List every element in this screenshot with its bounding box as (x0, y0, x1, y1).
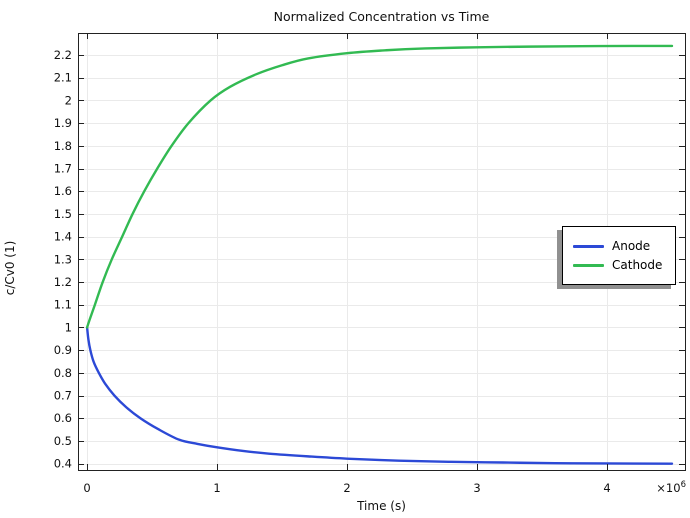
svg-text:1.7: 1.7 (54, 162, 72, 176)
svg-text:1.9: 1.9 (54, 116, 72, 130)
grid (78, 33, 685, 470)
svg-text:0.6: 0.6 (54, 411, 72, 425)
svg-text:4: 4 (603, 481, 610, 495)
axis-frame (78, 33, 686, 471)
series-cathode (85, 44, 674, 329)
svg-text:0.9: 0.9 (54, 343, 72, 357)
legend-label-anode: Anode (612, 239, 651, 253)
svg-text:1.6: 1.6 (54, 184, 72, 198)
svg-text:1.2: 1.2 (54, 275, 72, 289)
legend-item-anode: Anode (573, 240, 675, 252)
y-tick-labels: 2.2 2.1 2 1.9 1.8 1.7 1.6 1.5 1.4 1.3 1.2 1.1 1 0.9 0.… (54, 48, 72, 471)
svg-text:0: 0 (83, 481, 90, 495)
svg-text:0.8: 0.8 (54, 366, 72, 380)
svg-text:2: 2 (343, 481, 350, 495)
svg-text:1.5: 1.5 (54, 207, 72, 221)
svg-text:0.4: 0.4 (54, 457, 72, 471)
svg-text:2.1: 2.1 (54, 71, 72, 85)
tick-marks (78, 33, 685, 470)
x-axis-label: Time (s) (356, 499, 406, 513)
svg-text:1: 1 (213, 481, 220, 495)
y-axis-label: c/Cv0 (1) (3, 241, 17, 296)
svg-text:1.8: 1.8 (54, 139, 72, 153)
legend-label-cathode: Cathode (612, 258, 663, 272)
svg-text:3: 3 (473, 481, 480, 495)
cathode-line-swatch (573, 263, 604, 267)
svg-text:2.2: 2.2 (54, 48, 72, 62)
x-tick-labels: 0 1 2 3 4 (83, 481, 610, 495)
x-axis-multiplier: ×106 (656, 480, 686, 495)
anode-line-swatch (573, 244, 604, 248)
svg-text:1: 1 (65, 320, 72, 334)
svg-text:2: 2 (65, 93, 72, 107)
legend-box: Anode Cathode (562, 226, 676, 285)
svg-text:0.5: 0.5 (54, 434, 72, 448)
svg-text:0.7: 0.7 (54, 389, 72, 403)
svg-text:1.1: 1.1 (54, 298, 72, 312)
chart-title: Normalized Concentration vs Time (274, 9, 490, 24)
legend-item-cathode: Cathode (573, 259, 675, 271)
svg-text:1.4: 1.4 (54, 230, 72, 244)
svg-text:1.3: 1.3 (54, 252, 72, 266)
series-anode (85, 326, 674, 465)
